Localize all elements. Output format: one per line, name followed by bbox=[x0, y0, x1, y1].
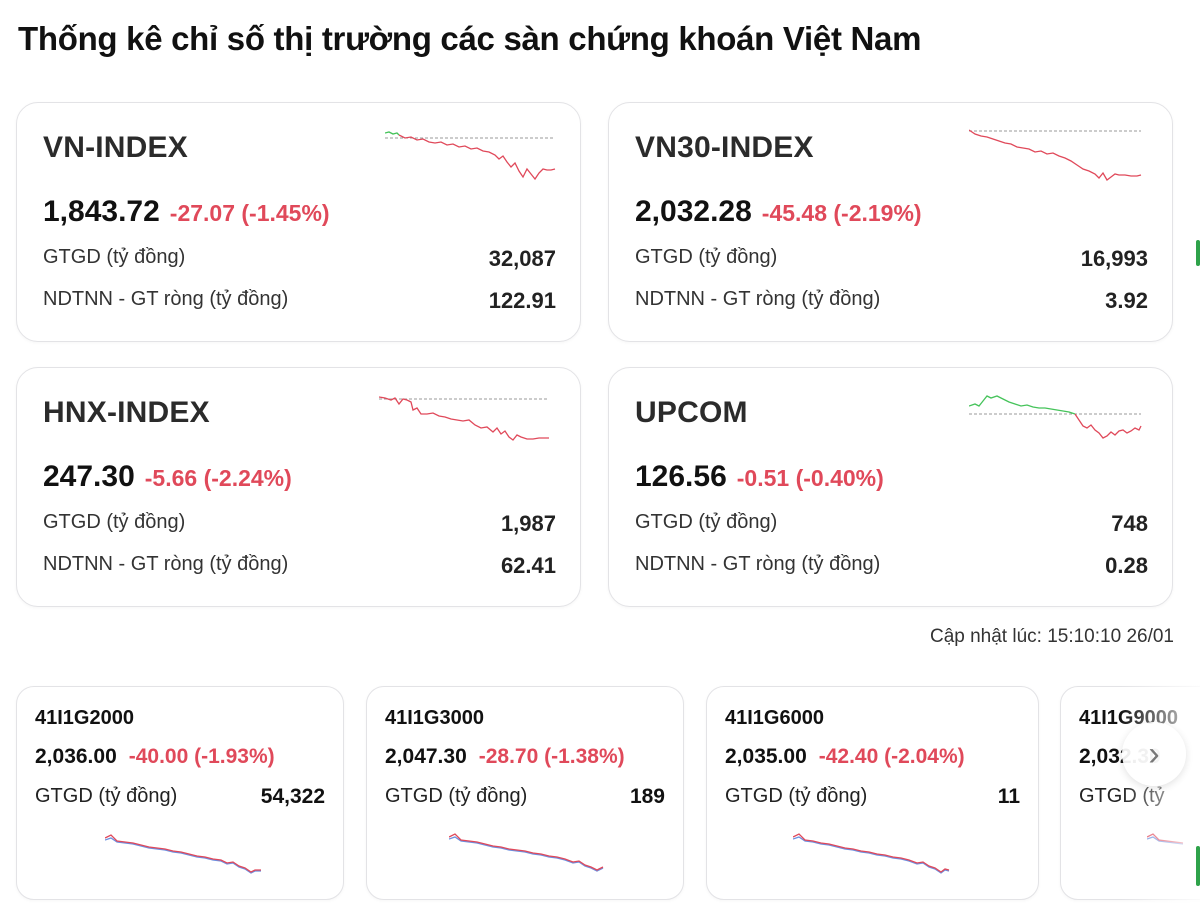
carousel-fade bbox=[1120, 680, 1200, 904]
index-value: 247.30 bbox=[43, 460, 135, 493]
gtgd-value: 11 bbox=[997, 785, 1020, 808]
futures-card-41i1g6000[interactable]: 41I1G6000 2,035.00 -42.40 (-2.04%) GTGD (… bbox=[706, 686, 1039, 900]
futures-sparkline bbox=[105, 834, 261, 874]
futures-value-row: 2,047.30 -28.70 (-1.38%) bbox=[385, 745, 625, 769]
sparkline-hnx bbox=[379, 396, 549, 441]
futures-name: 41I1G6000 bbox=[725, 707, 824, 729]
gtgd-value: 54,322 bbox=[260, 785, 325, 808]
sparkline-upcom bbox=[969, 395, 1142, 439]
futures-card-41i1g3000[interactable]: 41I1G3000 2,047.30 -28.70 (-1.38%) GTGD (… bbox=[366, 686, 684, 900]
index-change: -27.07 (-1.45%) bbox=[169, 200, 330, 226]
futures-name: 41I1G3000 bbox=[385, 707, 484, 729]
futures-change: -42.40 (-2.04%) bbox=[818, 745, 965, 768]
futures-change: -28.70 (-1.38%) bbox=[478, 745, 625, 768]
ndtnn-label: NDTNN - GT ròng (tỷ đồng) bbox=[43, 553, 289, 575]
index-value-row: 247.30 -5.66 (-2.24%) bbox=[43, 460, 292, 494]
ndtnn-value: 0.28 bbox=[1105, 553, 1148, 578]
gtgd-value: 748 bbox=[1111, 511, 1148, 536]
ndtnn-label: NDTNN - GT ròng (tỷ đồng) bbox=[635, 288, 881, 310]
page-title: Thống kê chỉ số thị trường các sàn chứng… bbox=[18, 20, 922, 57]
index-name: VN30-INDEX bbox=[635, 131, 814, 164]
index-change: -5.66 (-2.24%) bbox=[144, 465, 292, 491]
gtgd-label: GTGD (tỷ đồng) bbox=[635, 511, 778, 533]
gtgd-label: GTGD (tỷ đồng) bbox=[43, 246, 186, 268]
futures-value-row: 2,036.00 -40.00 (-1.93%) bbox=[35, 745, 275, 769]
carousel-next-button[interactable]: › bbox=[1122, 722, 1186, 786]
gtgd-value: 1,987 bbox=[500, 511, 556, 536]
futures-card-41i1g2000[interactable]: 41I1G2000 2,036.00 -40.00 (-1.93%) GTGD (… bbox=[16, 686, 344, 900]
index-value-row: 1,843.72 -27.07 (-1.45%) bbox=[43, 195, 330, 229]
index-value-row: 126.56 -0.51 (-0.40%) bbox=[635, 460, 884, 494]
sparkline-vn30 bbox=[969, 129, 1142, 181]
index-change: -45.48 (-2.19%) bbox=[761, 200, 922, 226]
index-name: HNX-INDEX bbox=[43, 396, 210, 429]
futures-value: 2,036.00 bbox=[35, 745, 117, 768]
index-card-hnx[interactable]: HNX-INDEX 247.30 -5.66 (-2.24%) GTGD (tỷ … bbox=[16, 367, 581, 607]
futures-sparkline bbox=[449, 833, 604, 872]
edge-indicator bbox=[1196, 846, 1200, 886]
index-name: UPCOM bbox=[635, 396, 748, 429]
chevron-right-icon: › bbox=[1148, 734, 1160, 773]
gtgd-value: 32,087 bbox=[488, 246, 556, 271]
index-change: -0.51 (-0.40%) bbox=[736, 465, 884, 491]
edge-indicator bbox=[1196, 240, 1200, 266]
gtgd-label: GTGD (tỷ đồng) bbox=[635, 246, 778, 268]
index-card-upcom[interactable]: UPCOM 126.56 -0.51 (-0.40%) GTGD (tỷ đồng… bbox=[608, 367, 1173, 607]
gtgd-label: GTGD (tỷ đồng) bbox=[35, 785, 178, 807]
futures-value-row: 2,035.00 -42.40 (-2.04%) bbox=[725, 745, 965, 769]
futures-value: 2,035.00 bbox=[725, 745, 807, 768]
gtgd-value: 16,993 bbox=[1080, 246, 1148, 271]
futures-value: 2,047.30 bbox=[385, 745, 467, 768]
gtgd-label: GTGD (tỷ đồng) bbox=[725, 785, 868, 807]
gtgd-label: GTGD (tỷ đồng) bbox=[385, 785, 528, 807]
updated-timestamp: Cập nhật lúc: 15:10:10 26/01 bbox=[929, 626, 1174, 647]
ndtnn-value: 122.91 bbox=[488, 288, 556, 313]
index-name: VN-INDEX bbox=[43, 131, 188, 164]
ndtnn-label: NDTNN - GT ròng (tỷ đồng) bbox=[43, 288, 289, 310]
index-value-row: 2,032.28 -45.48 (-2.19%) bbox=[635, 195, 922, 229]
gtgd-label: GTGD (tỷ đồng) bbox=[43, 511, 186, 533]
index-value: 1,843.72 bbox=[43, 195, 160, 228]
index-card-vn30[interactable]: VN30-INDEX 2,032.28 -45.48 (-2.19%) GTGD … bbox=[608, 102, 1173, 342]
ndtnn-value: 62.41 bbox=[500, 553, 556, 578]
futures-name: 41I1G2000 bbox=[35, 707, 134, 729]
sparkline-vnindex bbox=[385, 131, 556, 181]
gtgd-value: 189 bbox=[629, 785, 665, 808]
ndtnn-value: 3.92 bbox=[1105, 288, 1148, 313]
index-card-vnindex[interactable]: VN-INDEX 1,843.72 -27.07 (-1.45%) GTGD (t… bbox=[16, 102, 581, 342]
index-value: 126.56 bbox=[635, 460, 727, 493]
ndtnn-label: NDTNN - GT ròng (tỷ đồng) bbox=[635, 553, 881, 575]
futures-change: -40.00 (-1.93%) bbox=[128, 745, 275, 768]
index-value: 2,032.28 bbox=[635, 195, 752, 228]
futures-sparkline bbox=[793, 833, 950, 874]
